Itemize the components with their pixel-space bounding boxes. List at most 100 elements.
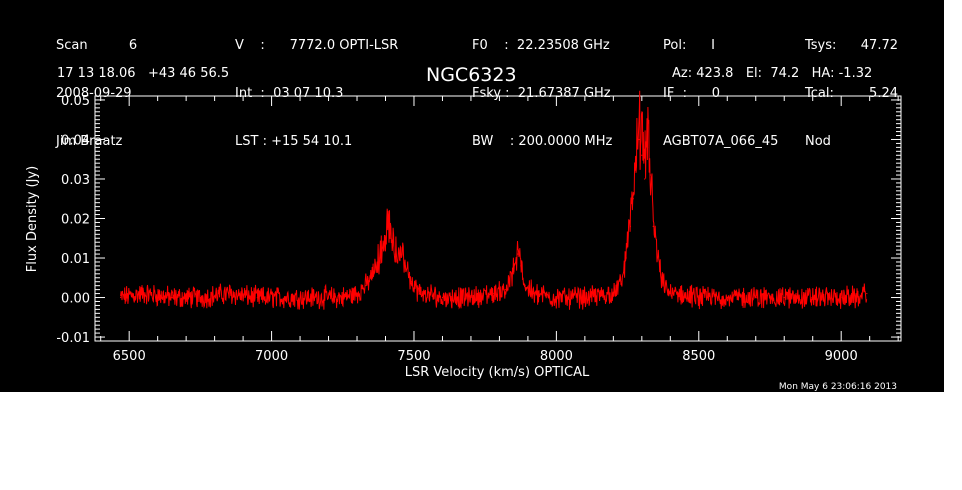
spectrum-point bbox=[342, 296, 344, 299]
spectrum-point bbox=[256, 296, 258, 299]
pol-info: Pol: I IF : 0 AGBT07A_066_45 bbox=[663, 6, 778, 182]
x-tick-label: 6500 bbox=[113, 349, 146, 364]
spectrum-point bbox=[644, 178, 646, 180]
spectrum-point bbox=[356, 292, 358, 295]
spectrum-point bbox=[199, 296, 201, 299]
spectrum-point bbox=[513, 273, 515, 275]
plot-timestamp: Mon May 6 23:06:16 2013 bbox=[779, 382, 897, 392]
spectrum-point bbox=[656, 257, 659, 259]
spectrum-point bbox=[404, 265, 407, 267]
spectrum-point bbox=[533, 292, 535, 295]
y-tick-label: 0.01 bbox=[61, 252, 90, 267]
source-title: NGC6323 bbox=[426, 64, 517, 86]
x-axis-label: LSR Velocity (km/s) OPTICAL bbox=[405, 365, 590, 380]
spectrum-point bbox=[755, 296, 757, 299]
x-tick-label: 8500 bbox=[682, 349, 715, 364]
spectrum-point bbox=[646, 146, 649, 148]
az-el-ha: Az: 423.8 El: 74.2 HA: -1.32 bbox=[672, 66, 873, 81]
spectrum-point bbox=[228, 292, 230, 295]
spectrum-point bbox=[285, 296, 287, 299]
spectrum-line bbox=[120, 90, 868, 310]
spectrum-point bbox=[120, 296, 122, 299]
spectrum-point bbox=[441, 296, 444, 299]
spectrum-point bbox=[638, 138, 640, 141]
x-tick-label: 8000 bbox=[540, 349, 573, 364]
integration-line: Int : 03 07 10.3 bbox=[235, 86, 344, 101]
scan-line: Scan 6 bbox=[56, 38, 138, 53]
x-tick-label: 7000 bbox=[255, 349, 288, 364]
spectrum-point bbox=[635, 166, 637, 168]
frequency-info: F0 : 22.23508 GHz Fsky : 21.67387 GHz BW… bbox=[472, 6, 612, 182]
spectrum-point bbox=[171, 296, 173, 299]
project-line: AGBT07A_066_45 bbox=[663, 134, 779, 149]
tsys-label: Tsys: bbox=[805, 38, 837, 53]
y-tick-label: 0.00 bbox=[61, 292, 90, 307]
spectrum-point bbox=[621, 281, 623, 283]
y-tick-label: 0.04 bbox=[61, 133, 90, 148]
spectrum-point bbox=[394, 253, 397, 255]
tcal-value: 5.24 bbox=[869, 86, 898, 101]
spectrum-point bbox=[625, 257, 627, 259]
x-tick-label: 7500 bbox=[397, 349, 430, 364]
nod-label: Nod bbox=[805, 134, 831, 149]
observer-line: Jim Braatz bbox=[56, 134, 123, 149]
fsky-line: Fsky : 21.67387 GHz bbox=[472, 86, 611, 101]
y-tick-label: -0.01 bbox=[56, 331, 90, 346]
date-line: 2008-09-29 bbox=[56, 86, 132, 101]
spectrum-point bbox=[632, 198, 634, 200]
spectrum-point bbox=[142, 292, 145, 295]
spectrum-point bbox=[584, 296, 586, 299]
spectrum-point bbox=[629, 225, 632, 228]
y-tick-label: 0.02 bbox=[61, 213, 90, 228]
spectrum-point bbox=[649, 174, 651, 176]
bw-line: BW : 200.0000 MHz bbox=[472, 134, 613, 149]
spectrum-point bbox=[612, 292, 614, 295]
spectrum-point bbox=[840, 296, 842, 299]
plot-panel: Scan 6 2008-09-29 Jim Braatz V : 7772.0 … bbox=[0, 0, 944, 392]
spectrum-point bbox=[373, 273, 375, 275]
spectrum-point bbox=[399, 257, 401, 259]
y-tick-label: 0.05 bbox=[61, 94, 90, 109]
y-axis-label: Flux Density (Jy) bbox=[25, 166, 40, 272]
y-tick-label: 0.03 bbox=[61, 173, 90, 188]
spectrum-point bbox=[866, 292, 868, 295]
if-line: IF : 0 bbox=[663, 86, 721, 101]
pol-line: Pol: I bbox=[663, 38, 715, 53]
scan-info: Scan 6 2008-09-29 Jim Braatz bbox=[56, 6, 137, 182]
spectrum-point bbox=[493, 292, 495, 295]
tsys-labels: Tsys: Tcal: Nod bbox=[805, 6, 836, 182]
spectrum-point bbox=[854, 296, 857, 299]
x-tick-label: 9000 bbox=[825, 349, 858, 364]
spectrum-point bbox=[812, 296, 814, 299]
spectrum-point bbox=[419, 292, 421, 295]
tsys-values: 47.72 5.24 bbox=[843, 6, 898, 134]
spectrum-point bbox=[661, 281, 663, 283]
spectrum-point bbox=[387, 225, 389, 228]
spectrum-point bbox=[390, 237, 392, 239]
spectrum-point bbox=[384, 241, 387, 243]
spectrum-point bbox=[698, 296, 700, 299]
spectrum-chart: 6500 7000 7500 8000 8500 9000 -0.01 0.00 0.01 0.0… bbox=[25, 90, 902, 392]
spectrum-point bbox=[313, 296, 315, 299]
spectrum-point bbox=[364, 285, 367, 287]
velocity-line: V : 7772.0 OPTI-LSR bbox=[235, 38, 399, 53]
velocity-info: V : 7772.0 OPTI-LSR Int : 03 07 10.3 LST… bbox=[235, 6, 398, 182]
coordinates: 17 13 18.06 +43 46 56.5 bbox=[57, 66, 230, 81]
spectrum-point bbox=[652, 225, 654, 228]
spectrum-point bbox=[504, 289, 506, 291]
spectrum-point bbox=[726, 296, 728, 299]
spectrum-point bbox=[410, 281, 412, 283]
spectrum-point bbox=[517, 253, 519, 255]
spectrum-point bbox=[379, 257, 381, 259]
f0-line: F0 : 22.23508 GHz bbox=[472, 38, 610, 53]
spectrum-point bbox=[669, 292, 671, 295]
spectrum-point bbox=[520, 265, 522, 267]
spectrum-point bbox=[555, 296, 557, 299]
lst-line: LST : +15 54 10.1 bbox=[235, 134, 353, 149]
spectrum-point bbox=[783, 296, 785, 299]
spectrum-point bbox=[524, 285, 526, 287]
spectrum-point bbox=[470, 296, 472, 299]
spectrum-point bbox=[641, 154, 643, 156]
tsys-value: 47.72 bbox=[860, 38, 898, 53]
